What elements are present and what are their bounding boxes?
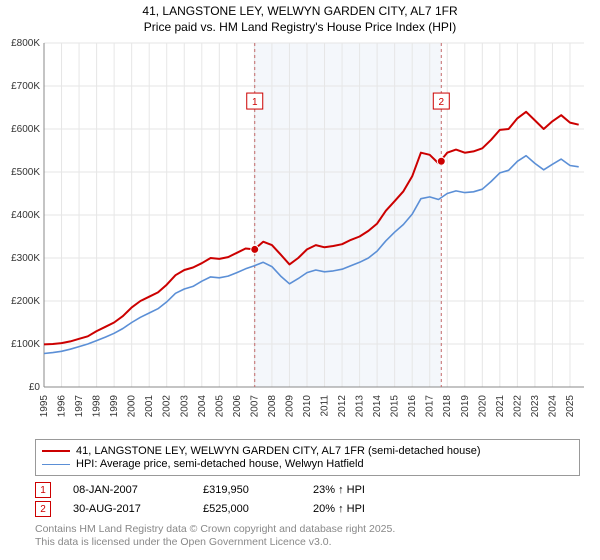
legend-swatch: [42, 450, 70, 452]
svg-text:1995: 1995: [39, 395, 50, 418]
svg-text:1996: 1996: [57, 395, 68, 418]
svg-text:2013: 2013: [355, 395, 366, 418]
marker-number-box: 2: [35, 501, 51, 517]
legend-item: HPI: Average price, semi-detached house,…: [42, 458, 573, 470]
marker-number-box: 1: [35, 482, 51, 498]
legend-swatch: [42, 464, 70, 465]
svg-text:2025: 2025: [565, 395, 576, 418]
legend: 41, LANGSTONE LEY, WELWYN GARDEN CITY, A…: [35, 439, 580, 476]
svg-text:£100K: £100K: [11, 339, 40, 350]
svg-text:2005: 2005: [214, 395, 225, 418]
svg-text:2024: 2024: [547, 395, 558, 418]
svg-text:£800K: £800K: [11, 38, 40, 49]
svg-text:£300K: £300K: [11, 253, 40, 264]
svg-text:2006: 2006: [232, 395, 243, 418]
svg-text:2018: 2018: [442, 395, 453, 418]
svg-text:£600K: £600K: [11, 124, 40, 135]
legend-label: HPI: Average price, semi-detached house,…: [76, 458, 364, 470]
line-chart: £0 £100K £200K £300K £400K £500K £600K £700K £80…: [0, 35, 600, 435]
svg-text:£200K: £200K: [11, 296, 40, 307]
svg-text:2002: 2002: [162, 395, 173, 418]
svg-text:2004: 2004: [197, 395, 208, 418]
svg-text:£0: £0: [29, 382, 41, 393]
svg-text:2007: 2007: [249, 395, 260, 418]
svg-text:2000: 2000: [127, 395, 138, 418]
chart-container: £0 £100K £200K £300K £400K £500K £600K £700K £80…: [0, 35, 600, 435]
svg-text:2001: 2001: [144, 395, 155, 418]
svg-text:1998: 1998: [92, 395, 103, 418]
footer-attribution: Contains HM Land Registry data © Crown c…: [35, 523, 580, 549]
svg-text:2021: 2021: [495, 395, 506, 418]
marker-date: 30-AUG-2017: [73, 503, 203, 515]
svg-text:2: 2: [439, 97, 445, 108]
footer-line-1: Contains HM Land Registry data © Crown c…: [35, 523, 580, 536]
title-subtitle: Price paid vs. HM Land Registry's House …: [0, 20, 600, 36]
marker-pct: 23% ↑ HPI: [313, 484, 365, 496]
svg-text:2022: 2022: [512, 395, 523, 418]
chart-title: 41, LANGSTONE LEY, WELWYN GARDEN CITY, A…: [0, 0, 600, 35]
svg-text:2009: 2009: [284, 395, 295, 418]
legend-label: 41, LANGSTONE LEY, WELWYN GARDEN CITY, A…: [76, 445, 481, 457]
svg-text:2012: 2012: [337, 395, 348, 418]
svg-text:2003: 2003: [179, 395, 190, 418]
legend-item: 41, LANGSTONE LEY, WELWYN GARDEN CITY, A…: [42, 445, 573, 457]
marker-price: £525,000: [203, 503, 313, 515]
svg-text:1999: 1999: [109, 395, 120, 418]
svg-text:2020: 2020: [477, 395, 488, 418]
svg-text:2017: 2017: [425, 395, 436, 418]
marker-date: 08-JAN-2007: [73, 484, 203, 496]
sale-marker-row: 2 30-AUG-2017£525,00020% ↑ HPI: [35, 501, 580, 517]
footer-line-2: This data is licensed under the Open Gov…: [35, 536, 580, 549]
svg-text:2014: 2014: [372, 395, 383, 418]
svg-text:2010: 2010: [302, 395, 313, 418]
marker-price: £319,950: [203, 484, 313, 496]
title-address: 41, LANGSTONE LEY, WELWYN GARDEN CITY, A…: [0, 4, 600, 20]
sale-marker-row: 1 08-JAN-2007£319,95023% ↑ HPI: [35, 482, 580, 498]
svg-text:2019: 2019: [460, 395, 471, 418]
svg-text:1: 1: [252, 97, 258, 108]
svg-text:£400K: £400K: [11, 210, 40, 221]
svg-text:2011: 2011: [320, 395, 331, 417]
svg-text:2023: 2023: [530, 395, 541, 418]
svg-text:£500K: £500K: [11, 167, 40, 178]
svg-text:1997: 1997: [74, 395, 85, 418]
svg-text:2015: 2015: [390, 395, 401, 418]
svg-text:£700K: £700K: [11, 81, 40, 92]
svg-text:2016: 2016: [407, 395, 418, 418]
marker-pct: 20% ↑ HPI: [313, 503, 365, 515]
svg-text:2008: 2008: [267, 395, 278, 418]
sale-markers-table: 1 08-JAN-2007£319,95023% ↑ HPI 2 30-AUG-201…: [35, 482, 580, 517]
